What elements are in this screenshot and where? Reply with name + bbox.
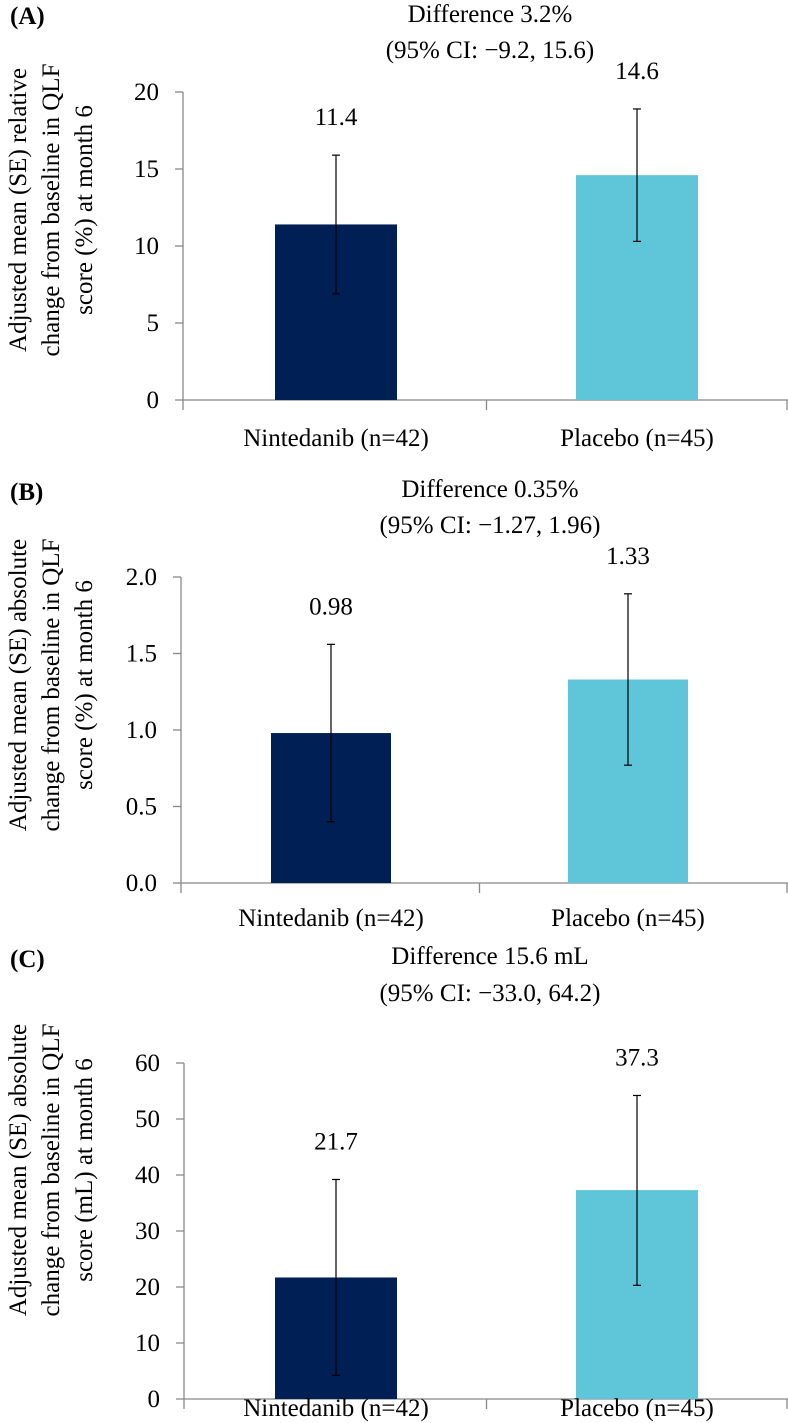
chart-subtitle-c: (95% CI: −33.0, 64.2) bbox=[379, 980, 600, 1007]
y-tick-label-a-2: 10 bbox=[134, 233, 159, 260]
category-label-a-2: Placebo (n=45) bbox=[560, 425, 714, 452]
chart-b-svg: (B) Difference 0.35% (95% CI: −1.27, 1.96)… bbox=[5, 476, 788, 932]
y-tick-label-b-1: 0.5 bbox=[126, 794, 157, 821]
y-tick-label-a-1: 5 bbox=[147, 310, 160, 337]
y-axis-label-line-b-2: change from baseline in QLF bbox=[38, 539, 65, 832]
category-label-b-2: Placebo (n=45) bbox=[551, 905, 705, 932]
y-tick-label-b-0: 0.0 bbox=[126, 870, 157, 897]
value-label-b-1: 0.98 bbox=[309, 593, 353, 620]
y-axis-label-line-c-3: score (mL) at month 6 bbox=[71, 1058, 98, 1282]
y-axis-label-line-a-3: score (%) at month 6 bbox=[71, 105, 98, 315]
y-axis-label-line-c-2: change from baseline in QLF bbox=[38, 1024, 65, 1317]
y-tick-label-c-2: 20 bbox=[135, 1274, 160, 1301]
chart-subtitle-b: (95% CI: −1.27, 1.96) bbox=[379, 512, 600, 539]
chart-panel-c: (C) Difference 15.6 mL (95% CI: −33.0, 64.… bbox=[0, 940, 788, 1423]
y-tick-label-a-0: 0 bbox=[147, 387, 160, 414]
error-bar-b-2 bbox=[624, 593, 632, 766]
y-tick-label-a-3: 15 bbox=[134, 156, 159, 183]
error-bar-b-1 bbox=[327, 643, 335, 823]
y-tick-label-a-4: 20 bbox=[134, 79, 159, 106]
value-label-a-1: 11.4 bbox=[315, 104, 358, 131]
y-tick-label-c-6: 60 bbox=[135, 1050, 160, 1077]
y-axis-label-line-b-3: score (%) at month 6 bbox=[71, 580, 98, 790]
error-bar-c-1 bbox=[332, 1178, 340, 1377]
panel-label-c: (C) bbox=[10, 946, 45, 973]
chart-a-svg: (A) Difference 3.2% (95% CI: −9.2, 15.6) Ad… bbox=[5, 1, 788, 452]
value-label-c-2: 37.3 bbox=[615, 1044, 659, 1071]
chart-title-c: Difference 15.6 mL bbox=[391, 943, 588, 970]
y-tick-label-c-1: 10 bbox=[135, 1330, 160, 1357]
y-tick-label-c-5: 50 bbox=[135, 1106, 160, 1133]
y-axis-label-line-c-1: Adjusted mean (SE) absolute bbox=[5, 1024, 32, 1316]
panel-label-b: (B) bbox=[10, 479, 43, 506]
value-label-c-1: 21.7 bbox=[314, 1128, 358, 1155]
category-label-c-2: Placebo (n=45) bbox=[560, 1395, 714, 1422]
error-bar-c-2 bbox=[633, 1094, 641, 1286]
category-label-b-1: Nintedanib (n=42) bbox=[238, 905, 424, 932]
error-bar-a-1 bbox=[332, 154, 340, 295]
value-label-b-2: 1.33 bbox=[606, 543, 650, 570]
y-tick-label-b-3: 1.5 bbox=[126, 641, 157, 668]
error-bar-a-2 bbox=[633, 108, 641, 242]
y-axis-label-line-a-1: Adjusted mean (SE) relative bbox=[5, 68, 32, 352]
y-tick-label-b-4: 2.0 bbox=[126, 564, 157, 591]
chart-panel-b: (B) Difference 0.35% (95% CI: −1.27, 1.96)… bbox=[0, 475, 788, 935]
y-tick-label-c-0: 0 bbox=[148, 1386, 161, 1413]
y-tick-label-c-4: 40 bbox=[135, 1162, 160, 1189]
chart-title-a: Difference 3.2% bbox=[408, 1, 573, 28]
value-label-a-2: 14.6 bbox=[615, 58, 659, 85]
category-label-a-1: Nintedanib (n=42) bbox=[243, 425, 429, 452]
chart-title-b: Difference 0.35% bbox=[401, 476, 578, 503]
category-label-c-1: Nintedanib (n=42) bbox=[243, 1395, 429, 1422]
y-axis-label-line-a-2: change from baseline in QLF bbox=[38, 64, 65, 357]
y-axis-label-line-b-1: Adjusted mean (SE) absolute bbox=[5, 539, 32, 831]
y-tick-label-b-2: 1.0 bbox=[126, 717, 157, 744]
y-tick-label-c-3: 30 bbox=[135, 1218, 160, 1245]
chart-c-svg: (C) Difference 15.6 mL (95% CI: −33.0, 64.… bbox=[5, 943, 788, 1422]
chart-subtitle-a: (95% CI: −9.2, 15.6) bbox=[386, 37, 595, 64]
panel-label-a: (A) bbox=[10, 3, 45, 30]
chart-panel-a: (A) Difference 3.2% (95% CI: −9.2, 15.6) Ad… bbox=[0, 0, 788, 470]
